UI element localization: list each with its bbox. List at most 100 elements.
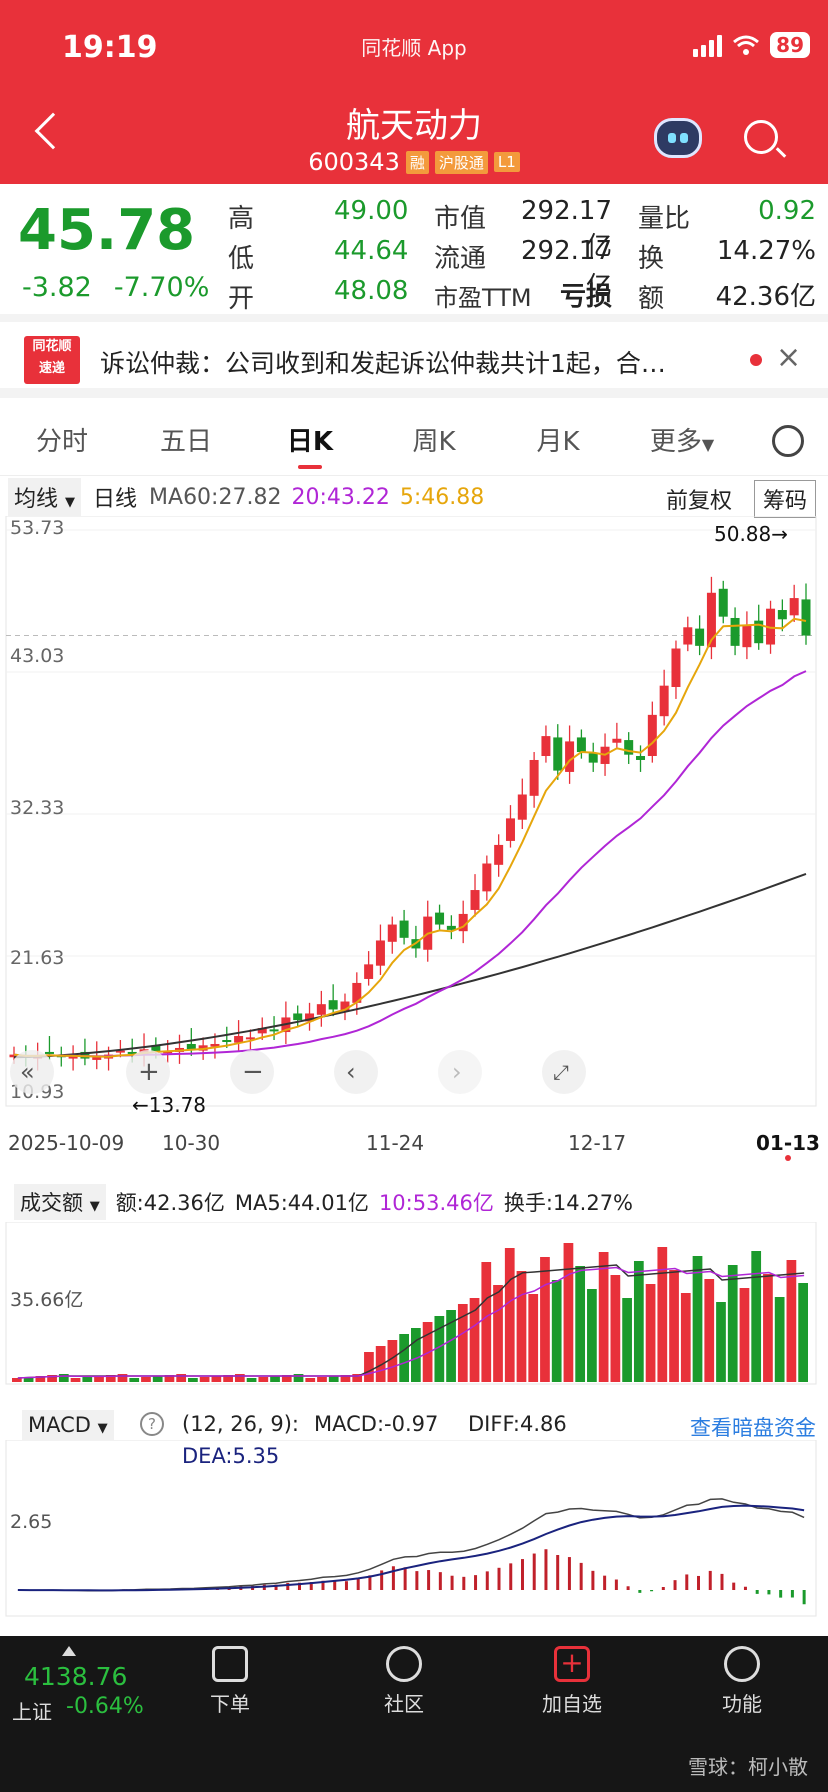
volume-bar bbox=[633, 1261, 644, 1382]
macd-chart[interactable]: 2.65 bbox=[0, 1440, 828, 1630]
float-cap-value: 292.17亿 bbox=[521, 236, 612, 302]
nav-add-watchlist[interactable]: + 加自选 bbox=[522, 1646, 622, 1717]
candle bbox=[470, 890, 480, 910]
candle bbox=[612, 738, 622, 743]
candle bbox=[186, 1043, 196, 1050]
settings-icon[interactable] bbox=[772, 425, 804, 457]
scroll-left-icon[interactable] bbox=[334, 1050, 378, 1094]
volume-bar bbox=[727, 1265, 738, 1382]
y-tick: 32.33 bbox=[10, 797, 64, 819]
volume-bar bbox=[551, 1280, 562, 1382]
help-icon[interactable]: ? bbox=[140, 1412, 164, 1436]
candle bbox=[68, 1055, 78, 1059]
candle bbox=[375, 940, 385, 966]
tab-monthly-k[interactable]: 月K bbox=[536, 427, 580, 457]
candle bbox=[305, 1013, 315, 1022]
volume-bar bbox=[692, 1256, 703, 1382]
volume-bar bbox=[23, 1377, 34, 1382]
scroll-right-icon[interactable] bbox=[438, 1050, 482, 1094]
volume-bar bbox=[387, 1340, 398, 1382]
news-text[interactable]: 诉讼仲裁：公司收到和发起诉讼仲裁共计1起，合… bbox=[100, 349, 666, 378]
candle bbox=[245, 1037, 255, 1040]
volume-bar bbox=[105, 1375, 116, 1382]
volume-bar bbox=[563, 1243, 574, 1382]
volume-bar bbox=[129, 1378, 140, 1382]
market-cap-label: 市值 bbox=[434, 204, 487, 234]
order-icon bbox=[212, 1646, 248, 1682]
tab-intraday[interactable]: 分时 bbox=[35, 427, 88, 457]
macd-frame bbox=[5, 1440, 817, 1617]
candle bbox=[257, 1028, 267, 1034]
candle bbox=[553, 737, 563, 771]
dark-pool-link[interactable]: 查看暗盘资金 bbox=[690, 1416, 816, 1440]
index-value[interactable]: 4138.76 bbox=[24, 1662, 128, 1691]
volume-bar bbox=[751, 1251, 762, 1382]
ma-selector-label: 均线 bbox=[14, 487, 59, 512]
nav-community-label: 社区 bbox=[384, 1692, 424, 1716]
adjust-button[interactable]: 前复权 bbox=[665, 489, 732, 514]
nav-functions[interactable]: 功能 bbox=[692, 1646, 792, 1717]
candle bbox=[269, 1029, 279, 1032]
close-icon[interactable]: × bbox=[776, 340, 802, 375]
tab-daily-k[interactable]: 日K bbox=[248, 408, 372, 475]
volume-bar bbox=[610, 1275, 621, 1382]
volume-bar bbox=[434, 1316, 445, 1382]
fast-back-icon[interactable] bbox=[10, 1050, 54, 1094]
candle bbox=[458, 913, 468, 932]
ma-selector[interactable]: 均线 ▼ bbox=[8, 478, 82, 516]
candle bbox=[316, 1004, 326, 1015]
volume-ratio-label: 量比 bbox=[638, 204, 691, 234]
wifi-icon bbox=[733, 35, 760, 55]
nav-order[interactable]: 下单 bbox=[180, 1646, 280, 1717]
stock-subtitle: 600343 融 沪股通 L1 bbox=[0, 148, 828, 176]
volume-bar bbox=[234, 1374, 245, 1382]
fullscreen-icon[interactable] bbox=[542, 1050, 586, 1094]
x-tick: 12-17 bbox=[568, 1131, 626, 1155]
macd-selector[interactable]: MACD ▼ bbox=[22, 1410, 114, 1440]
tab-weekly-k[interactable]: 周K bbox=[412, 427, 456, 457]
expand-up-icon[interactable] bbox=[62, 1646, 76, 1656]
amount-value: 42.36亿 bbox=[715, 282, 816, 312]
chips-button[interactable]: 筹码 bbox=[753, 480, 816, 518]
volume-bar bbox=[680, 1293, 691, 1382]
volume-bar bbox=[422, 1322, 433, 1382]
volume-bar bbox=[281, 1375, 292, 1382]
volume-bar bbox=[258, 1377, 269, 1382]
low-label: 低 bbox=[228, 244, 255, 274]
volume-bar bbox=[493, 1285, 503, 1382]
volume-selector-label: 成交额 bbox=[20, 1191, 83, 1215]
volume-turnover: 换手:14.27% bbox=[503, 1191, 634, 1215]
battery-icon: 89 bbox=[770, 32, 810, 58]
macd-selector-label: MACD bbox=[28, 1413, 91, 1437]
candle bbox=[328, 1000, 338, 1010]
volume-amount: 额:42.36亿 bbox=[115, 1191, 225, 1215]
nav-community[interactable]: 社区 bbox=[354, 1646, 454, 1717]
index-name: 上证 bbox=[12, 1700, 52, 1724]
volume-ma10-line bbox=[17, 1266, 805, 1379]
candle bbox=[222, 1040, 232, 1043]
volume-bar bbox=[58, 1374, 69, 1382]
dea-value: DEA:5.35 bbox=[182, 1444, 280, 1468]
candle bbox=[127, 1051, 137, 1054]
kline-chart[interactable]: 53.73 43.03 32.33 21.63 10.93 50.88→ ←13… bbox=[0, 516, 828, 1166]
zoom-in-icon[interactable] bbox=[126, 1050, 170, 1094]
news-logo: 同花顺 速递 bbox=[24, 336, 80, 384]
candle bbox=[742, 624, 752, 648]
volume-chart[interactable]: 35.66亿 bbox=[0, 1222, 828, 1392]
zoom-out-icon[interactable] bbox=[230, 1050, 274, 1094]
caret-down-icon: ▼ bbox=[701, 435, 715, 454]
y-tick: 21.63 bbox=[10, 947, 64, 969]
caret-down-icon: ▼ bbox=[89, 1199, 100, 1214]
low-price-label: ←13.78 bbox=[132, 1093, 206, 1117]
volume-bar bbox=[352, 1374, 363, 1382]
robot-assistant-icon[interactable] bbox=[654, 118, 702, 158]
candle bbox=[210, 1043, 220, 1047]
ma5-value: 5:46.88 bbox=[399, 484, 485, 510]
tab-five-day[interactable]: 五日 bbox=[159, 427, 212, 457]
tab-more[interactable]: 更多▼ bbox=[620, 408, 744, 475]
search-icon[interactable] bbox=[744, 120, 778, 154]
candle bbox=[565, 741, 575, 772]
news-ticker[interactable]: 同花顺 速递 诉讼仲裁：公司收到和发起诉讼仲裁共计1起，合… × bbox=[0, 322, 828, 398]
volume-selector[interactable]: 成交额 ▼ bbox=[14, 1184, 106, 1220]
fullscreen-glyph: ⤢ bbox=[553, 1060, 569, 1084]
